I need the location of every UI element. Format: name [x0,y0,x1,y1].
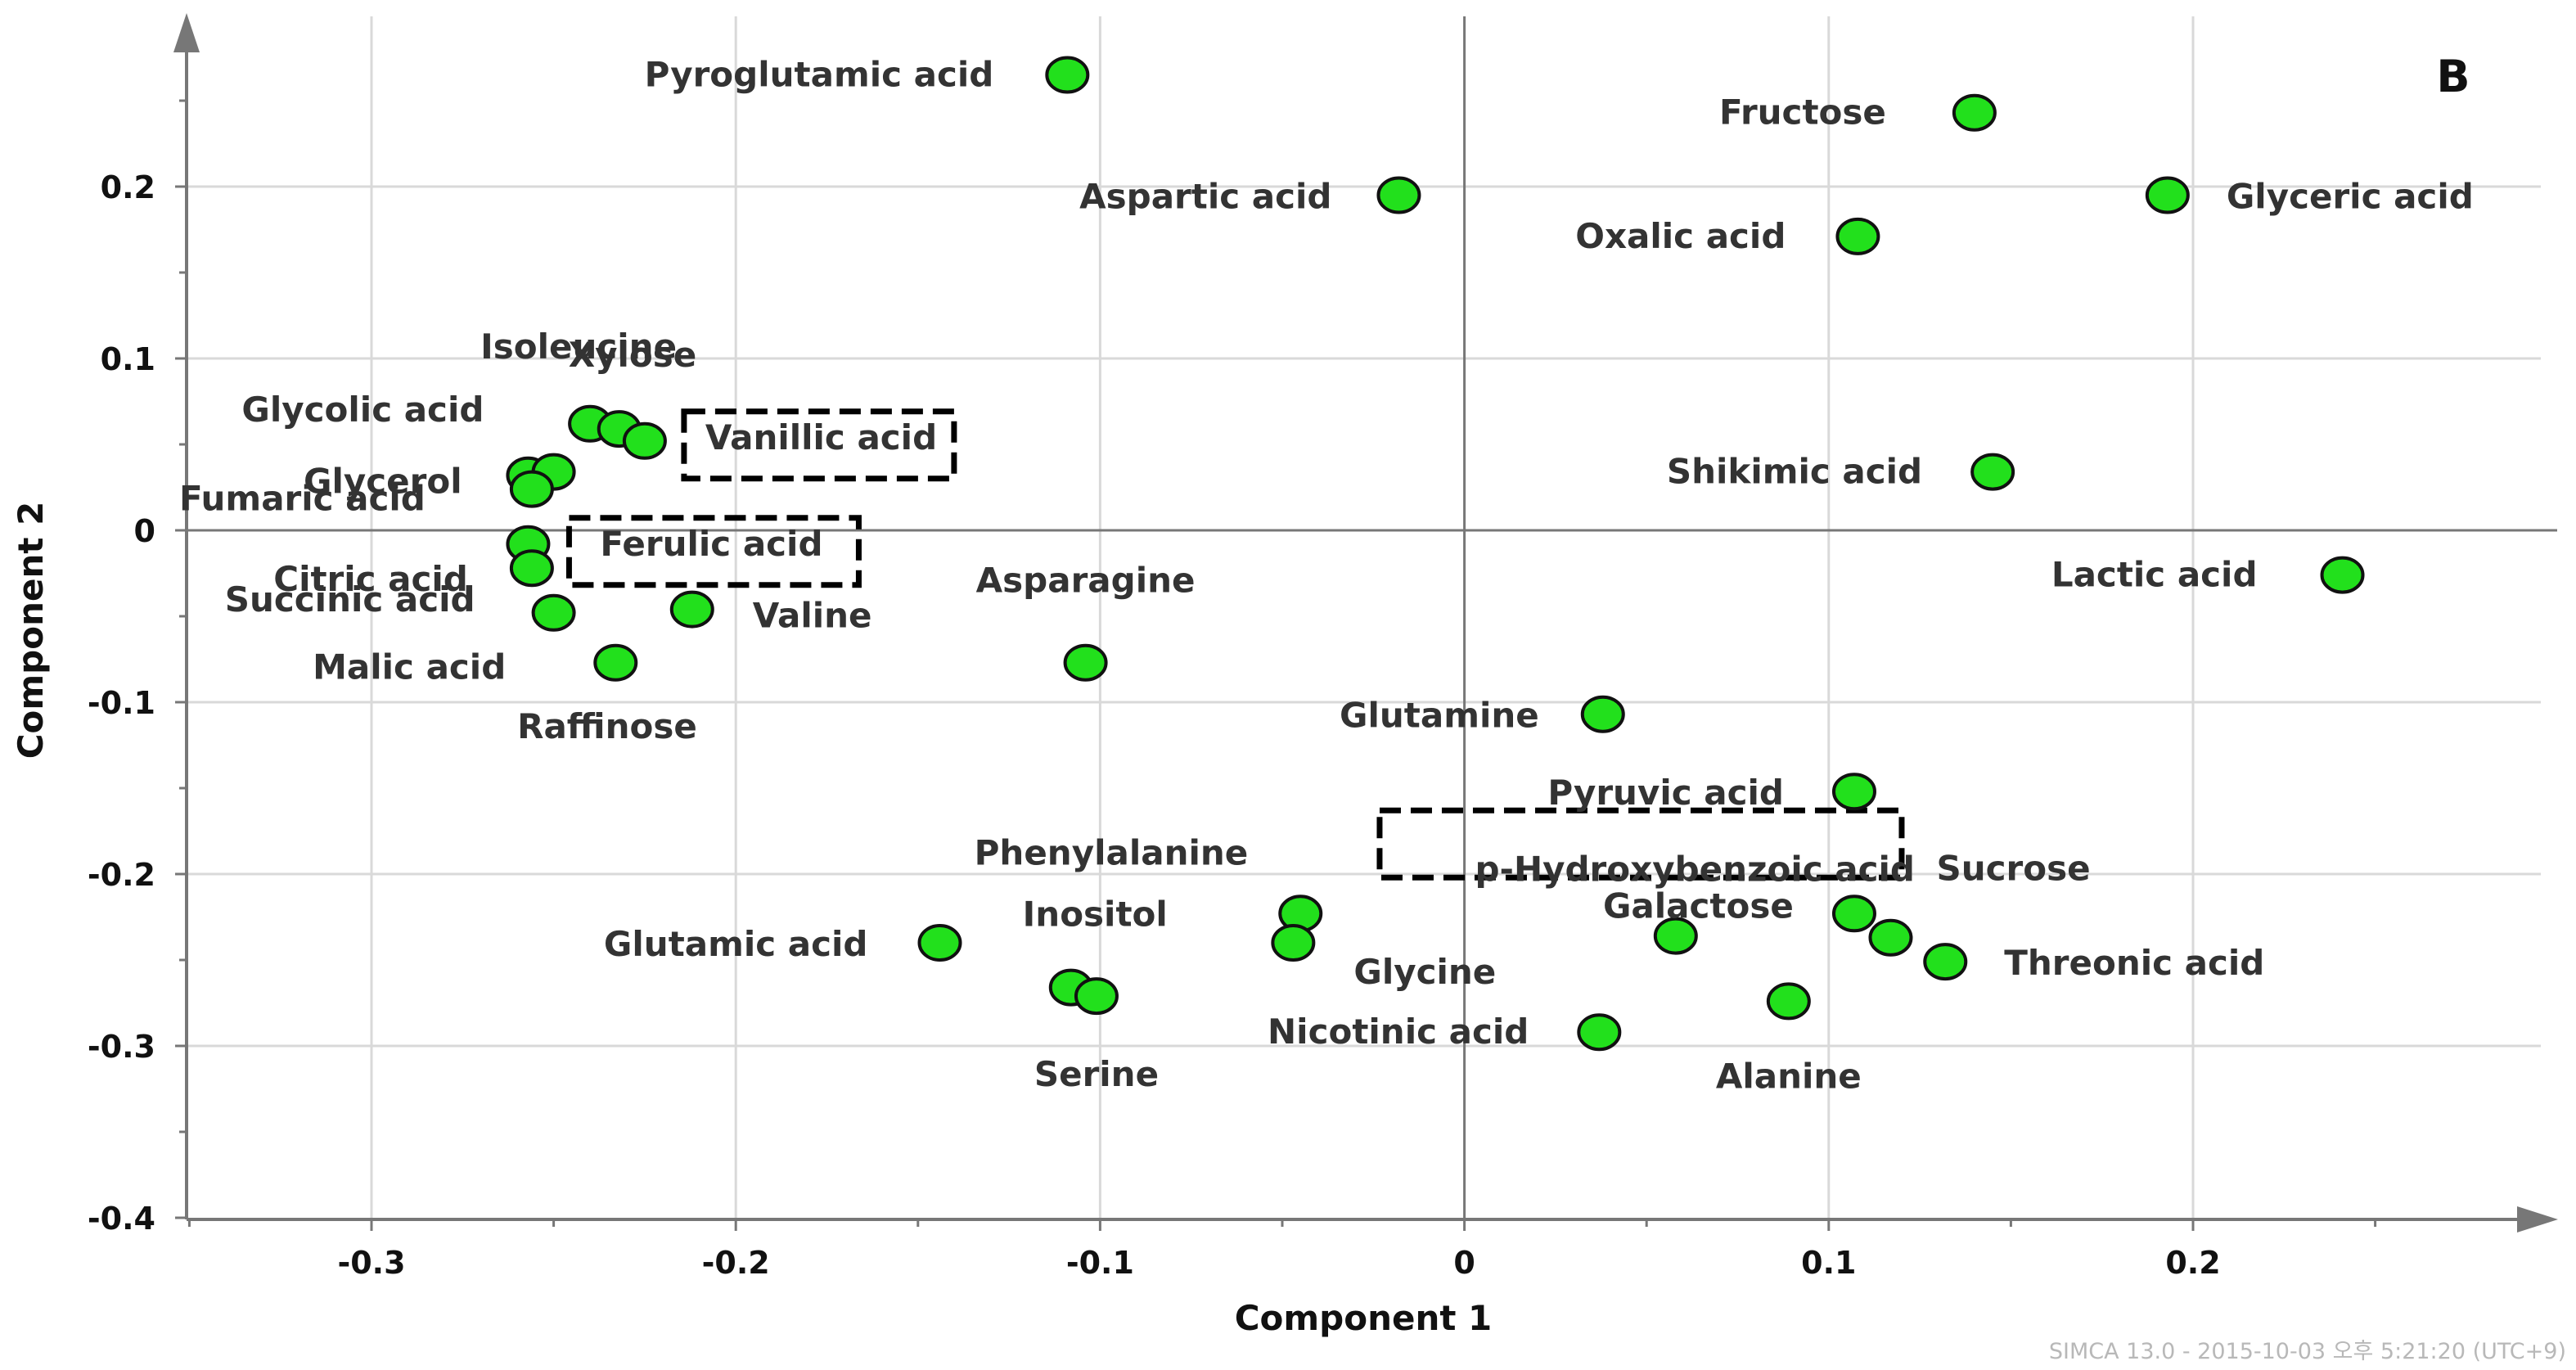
point-label: p-Hydroxybenzoic acid [1475,849,1915,889]
panel-label: B [2436,51,2470,102]
data-point [1952,93,1997,132]
point-label: Galactose [1603,886,1794,926]
highlight-box [565,515,862,588]
point-label: Glycerol [304,462,462,502]
y-axis-arrow [173,13,200,52]
point-label: Fumaric acid [179,479,426,519]
data-point [1831,773,1876,811]
x-axis-title: Component 1 [1235,1298,1493,1338]
data-point [622,421,667,460]
data-point [2320,556,2365,594]
point-label: Aspartic acid [1079,177,1331,217]
point-label: Lactic acid [2051,555,2258,595]
x-tick-label: 0.2 [2165,1245,2220,1281]
highlight-box [681,408,957,482]
point-label: Glycine [1353,952,1496,992]
x-tick-label: -0.1 [1066,1245,1134,1281]
point-label: Nicotinic acid [1268,1012,1529,1052]
grid-lines [187,16,2541,1219]
data-point [1831,895,1876,933]
point-label: Sucrose [1936,849,2090,889]
point-label: Serine [1034,1054,1159,1094]
point-label: Ferulic acid [600,524,822,564]
data-point [1577,1013,1622,1052]
point-label: Glutamine [1340,696,1539,736]
data-point [531,593,576,632]
point-label: Glyceric acid [2227,177,2474,217]
y-tick-label: 0.1 [101,341,155,377]
x-tick-label: 0.1 [1801,1245,1856,1281]
software-footer: SIMCA 13.0 - 2015-10-03 오후 5:21:20 (UTC+… [2049,1339,2566,1364]
point-label: Xylose [569,335,697,375]
point-label: Pyroglutamic acid [645,55,994,95]
point-label: Shikimic acid [1667,452,1922,492]
chart-text: B Component 1 Component 2 SIMCA 13.0 - 2… [11,51,2566,1364]
data-point [593,643,638,682]
data-point [2145,176,2190,214]
data-point [1923,943,1968,981]
data-point [1271,924,1316,962]
x-axis-arrow [2517,1206,2558,1233]
data-point [1653,917,1698,955]
point-label: Oxalic acid [1575,216,1786,256]
y-tick-label: 0 [134,513,155,549]
point-label: Alanine [1716,1056,1862,1096]
data-point [509,549,554,588]
y-tick-label: -0.1 [88,685,155,721]
highlight-boxes [565,408,1905,881]
highlight-box [1376,807,1905,881]
point-label: Pyruvic acid [1547,773,1784,813]
point-label: Glycolic acid [241,390,484,430]
point-label: Isoleucine [480,327,677,367]
point-label: Fructose [1719,92,1886,133]
point-label: Succinic acid [225,579,475,620]
y-tick-label: -0.2 [88,857,155,893]
point-label: Raffinose [517,706,697,746]
x-tick-label: -0.3 [337,1245,405,1281]
axes: -0.3 -0.2 -0.1 0 0.1 0.2 0.2 0.1 0 -0.1 -0.2 -0.3 -0… [88,13,2558,1281]
y-tick-label: -0.4 [88,1201,155,1237]
point-label: Asparagine [976,561,1196,601]
point-label: Valine [753,596,872,636]
point-label: Threonic acid [2004,943,2264,983]
point-label: Citric acid [273,559,468,599]
point-label: Glutamic acid [604,924,868,964]
point-label: Vanillic acid [705,417,937,457]
point-label: Inositol [1023,895,1168,935]
data-point [1376,176,1421,214]
x-tick-label: 0 [1453,1245,1475,1281]
x-tick-label: -0.2 [702,1245,770,1281]
data-point [1074,977,1119,1016]
data-points [506,56,2365,1052]
data-point [669,590,714,629]
data-point [1868,918,1913,957]
data-point [1766,982,1811,1021]
data-point [917,924,962,962]
data-point [1970,453,2015,491]
data-point [509,470,554,508]
y-axis-title: Component 2 [11,502,51,759]
point-label: Phenylalanine [975,832,1249,872]
y-tick-label: 0.2 [101,169,155,205]
data-point [1063,643,1108,682]
data-point [1835,217,1880,255]
data-point [1580,695,1625,733]
point-labels: Pyroglutamic acid Aspartic acid Fructose Gl… [179,55,2474,1097]
data-point [1045,56,1090,94]
point-label: Malic acid [313,647,506,687]
y-tick-label: -0.3 [88,1029,155,1065]
